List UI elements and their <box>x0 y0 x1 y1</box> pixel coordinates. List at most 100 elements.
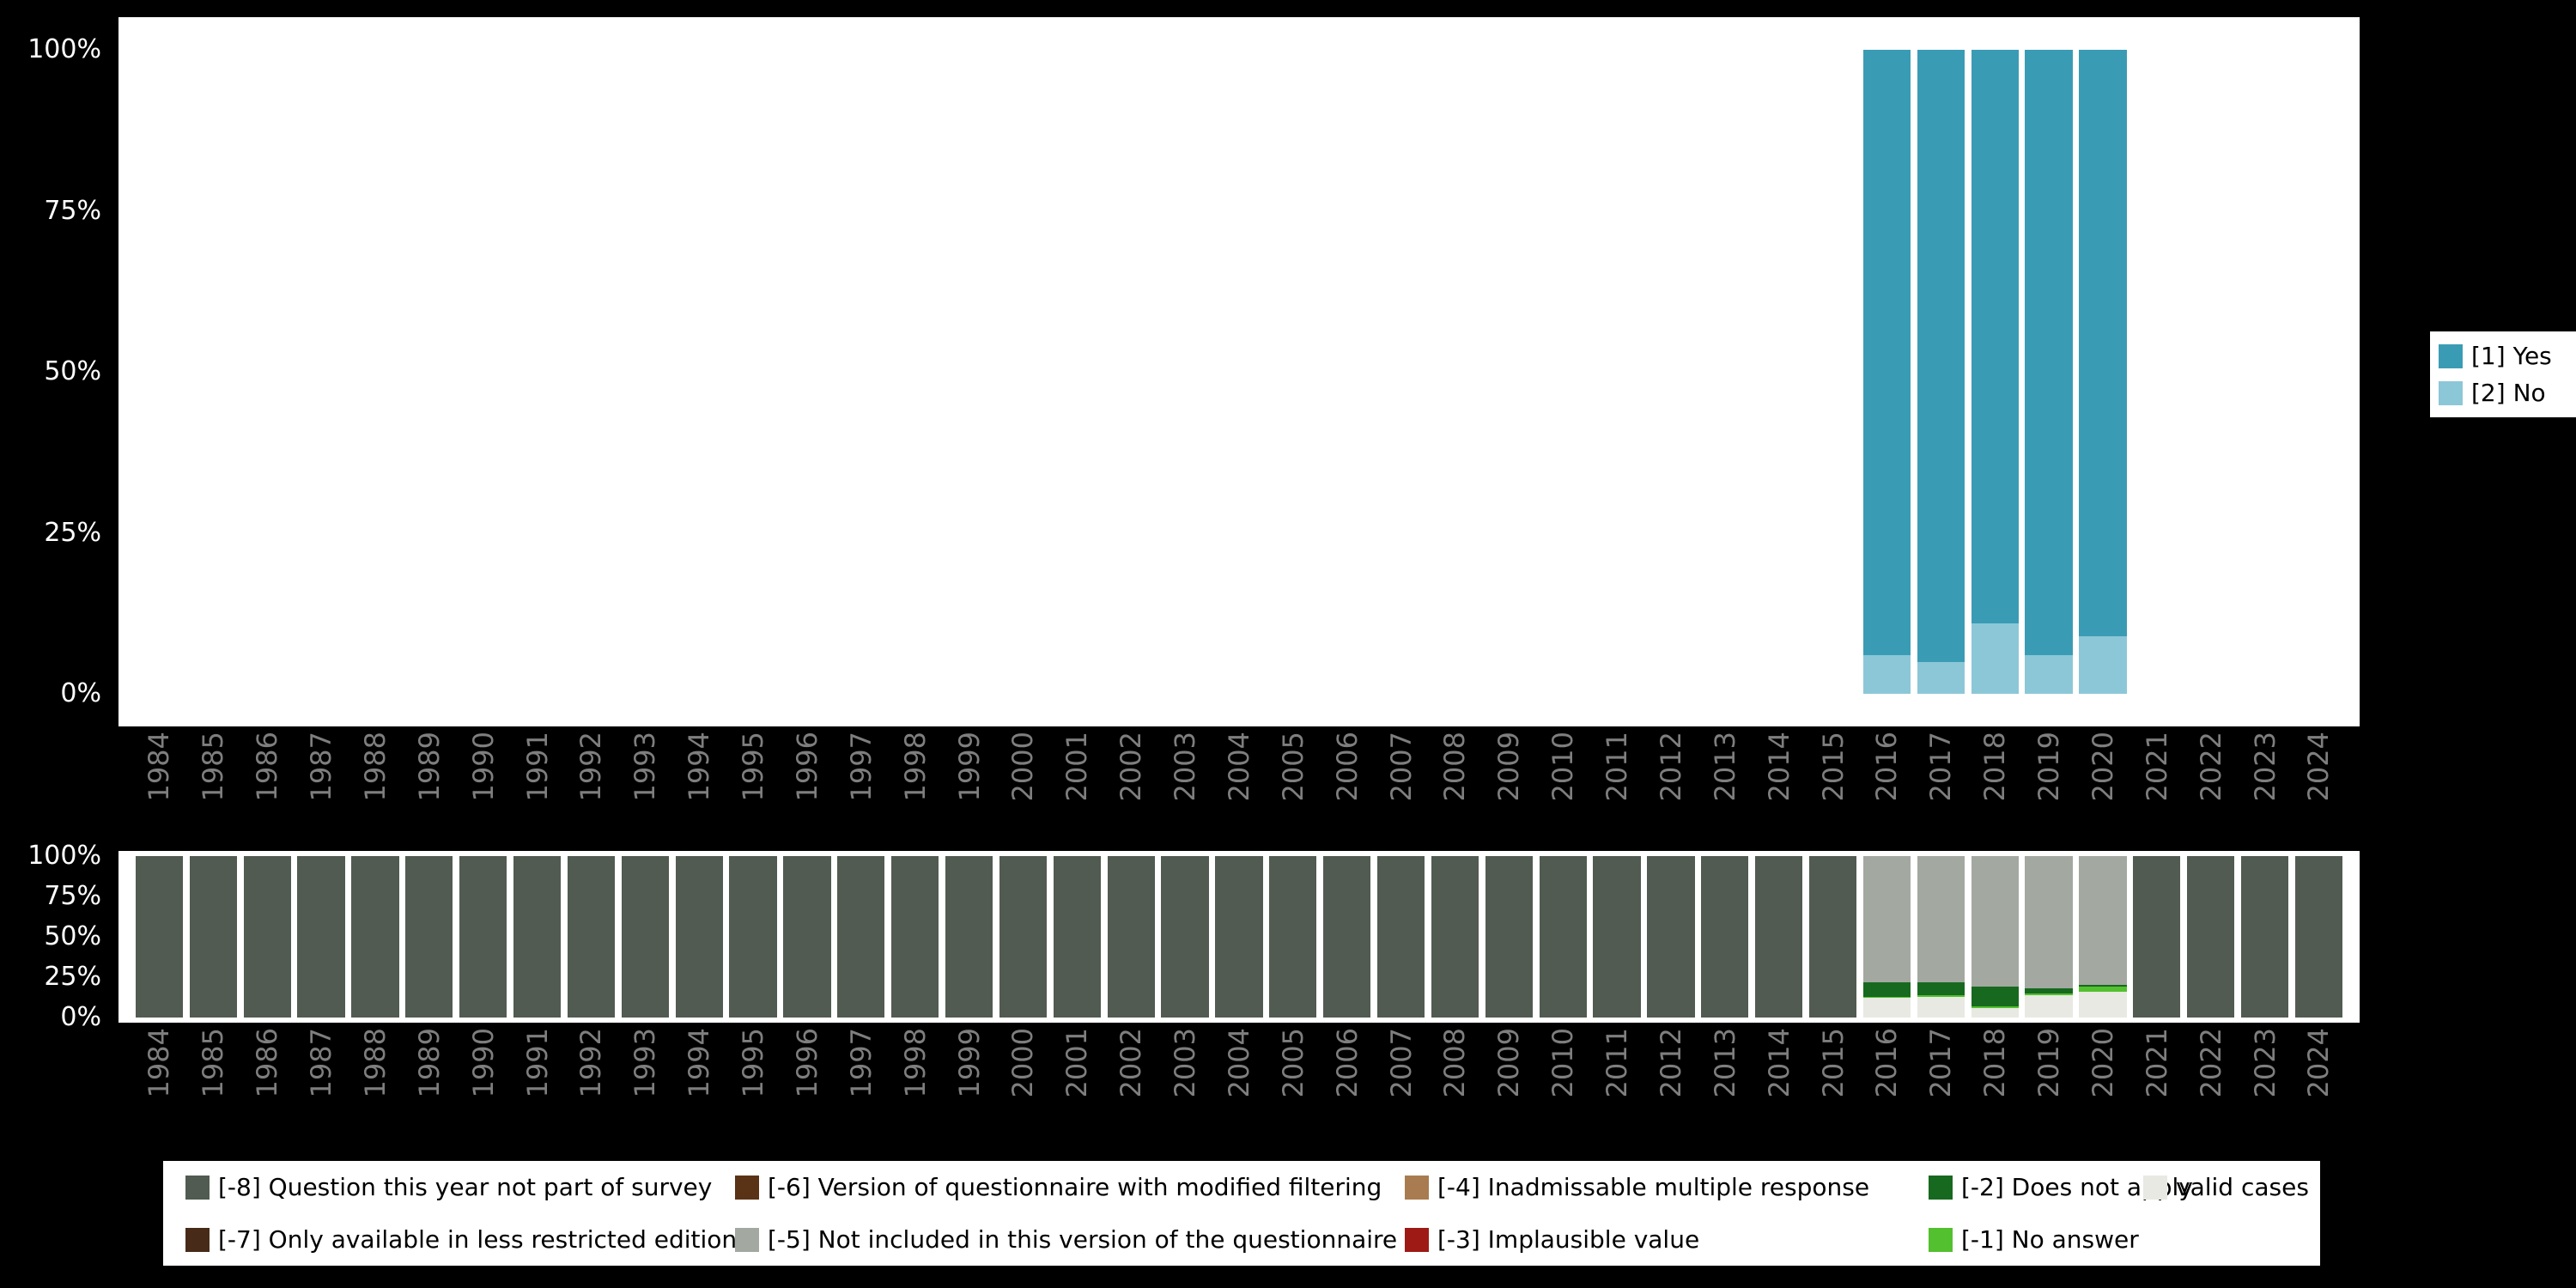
bar-slot-1992 <box>564 856 618 1018</box>
legend-label: [-4] Inadmissable multiple response <box>1437 1173 1870 1201</box>
bar-segment-2003 <box>1161 856 1209 1018</box>
bar-slot-2018 <box>1968 50 2022 694</box>
bar-slot-1986 <box>240 856 295 1018</box>
x-tick-label-2020: 2020 <box>2086 732 2119 802</box>
bar-slot-2002 <box>1104 50 1158 694</box>
legend-swatch <box>2143 1175 2167 1200</box>
x-tick-2009: 2009 <box>1482 732 1536 843</box>
bar-slot-1985 <box>186 50 240 694</box>
legend-item: [-5] Not included in this version of the… <box>735 1225 1405 1254</box>
x-tick-label-2004: 2004 <box>1222 1028 1255 1098</box>
x-tick-label-1998: 1998 <box>898 1028 932 1098</box>
bar-slot-1999 <box>942 50 996 694</box>
bar-slot-2017 <box>1914 856 1968 1018</box>
legend-swatch <box>735 1175 759 1200</box>
bar-1999 <box>945 856 993 1018</box>
x-tick-1991: 1991 <box>510 732 564 843</box>
legend-label: [-7] Only available in less restricted e… <box>218 1225 738 1254</box>
x-tick-1992: 1992 <box>564 732 618 843</box>
x-tick-1986: 1986 <box>240 1028 295 1139</box>
bar-slot-2015 <box>1806 50 1860 694</box>
bar-segment-1994 <box>675 856 723 1018</box>
bar-slot-2015 <box>1806 856 1860 1018</box>
bar-segment-1986 <box>243 856 291 1018</box>
bar-slot-2011 <box>1590 50 1644 694</box>
x-tick-2020: 2020 <box>2076 1028 2130 1139</box>
x-tick-1994: 1994 <box>672 732 726 843</box>
bar-segment-2017 <box>1917 50 1965 662</box>
x-tick-label-1999: 1999 <box>952 732 986 802</box>
x-tick-2006: 2006 <box>1320 1028 1374 1139</box>
bar-segment-2018 <box>1971 856 2019 987</box>
bar-segment-2018 <box>1971 1007 2019 1018</box>
x-tick-2008: 2008 <box>1428 1028 1482 1139</box>
bar-2002 <box>1107 856 1155 1018</box>
y-tick-label-100%: 100% <box>27 34 101 64</box>
bar-2008 <box>1431 856 1479 1018</box>
bar-slot-2019 <box>2022 856 2076 1018</box>
x-tick-label-2024: 2024 <box>2302 1028 2336 1098</box>
x-tick-label-1986: 1986 <box>251 732 284 802</box>
bar-segment-2019 <box>2025 994 2073 1018</box>
bar-segment-2005 <box>1269 856 1317 1018</box>
x-tick-label-2017: 2017 <box>1924 1028 1958 1098</box>
bar-2019 <box>2025 50 2073 694</box>
x-tick-label-2000: 2000 <box>1006 732 1040 802</box>
x-tick-label-2001: 2001 <box>1060 1028 1094 1098</box>
bar-2016 <box>1862 856 1911 1018</box>
x-tick-label-2004: 2004 <box>1222 732 1255 802</box>
x-tick-2004: 2004 <box>1212 732 1267 843</box>
bar-1991 <box>513 856 562 1018</box>
x-tick-2021: 2021 <box>2129 1028 2184 1139</box>
bar-slot-2010 <box>1536 856 1590 1018</box>
x-tick-label-1986: 1986 <box>251 1028 284 1098</box>
x-tick-label-1985: 1985 <box>197 732 230 802</box>
legend-swatch <box>185 1175 210 1200</box>
x-tick-1997: 1997 <box>834 732 888 843</box>
bar-1995 <box>729 856 777 1018</box>
bar-1987 <box>297 856 345 1018</box>
x-tick-label-2018: 2018 <box>1978 732 2012 802</box>
x-tick-2000: 2000 <box>996 732 1050 843</box>
bar-segment-2024 <box>2294 856 2343 1018</box>
bar-slot-1991 <box>510 856 564 1018</box>
legend-swatch <box>2439 343 2463 368</box>
x-tick-1995: 1995 <box>726 732 781 843</box>
x-tick-label-1988: 1988 <box>358 1028 392 1098</box>
x-tick-2016: 2016 <box>1860 732 1914 843</box>
bar-slot-2007 <box>1374 856 1428 1018</box>
x-tick-1993: 1993 <box>618 732 672 843</box>
bar-segment-2013 <box>1701 856 1749 1018</box>
bar-slot-2008 <box>1428 856 1482 1018</box>
x-tick-label-2016: 2016 <box>1870 1028 1904 1098</box>
x-tick-label-2007: 2007 <box>1384 1028 1418 1098</box>
x-tick-label-2019: 2019 <box>2032 732 2066 802</box>
x-tick-1998: 1998 <box>888 1028 942 1139</box>
bar-segment-2016 <box>1862 856 1911 982</box>
bar-1985 <box>189 856 237 1018</box>
x-tick-label-2011: 2011 <box>1601 732 1634 802</box>
bar-segment-2012 <box>1647 856 1695 1018</box>
x-tick-label-2023: 2023 <box>2248 1028 2281 1098</box>
x-tick-2015: 2015 <box>1806 1028 1860 1139</box>
bar-segment-2000 <box>999 856 1048 1018</box>
x-tick-label-1984: 1984 <box>143 1028 176 1098</box>
x-tick-label-1999: 1999 <box>952 1028 986 1098</box>
bar-2022 <box>2187 856 2235 1018</box>
bar-slot-2005 <box>1266 856 1320 1018</box>
bar-slot-1988 <box>349 50 403 694</box>
bar-slot-2001 <box>1050 856 1104 1018</box>
x-tick-2018: 2018 <box>1968 732 2022 843</box>
x-tick-label-2013: 2013 <box>1708 1028 1741 1098</box>
legend-swatch <box>1405 1227 1429 1252</box>
bar-slot-2013 <box>1698 50 1752 694</box>
bar-slot-1994 <box>672 856 726 1018</box>
bar-slot-1984 <box>132 50 186 694</box>
bar-segment-2020 <box>2079 856 2127 986</box>
bar-slot-2003 <box>1158 856 1212 1018</box>
top-chart-legend: [1] Yes [2] No <box>2430 331 2576 417</box>
bar-segment-2021 <box>2133 856 2181 1018</box>
x-tick-label-2012: 2012 <box>1654 1028 1687 1098</box>
bar-segment-2015 <box>1808 856 1857 1018</box>
legend-label: [1] Yes <box>2471 342 2552 370</box>
